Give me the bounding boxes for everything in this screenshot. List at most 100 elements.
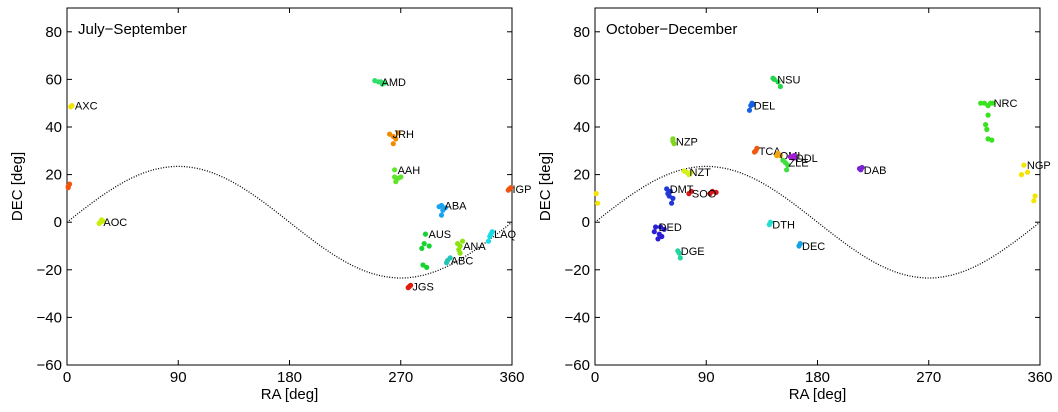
data-point	[985, 112, 991, 118]
data-point	[653, 224, 659, 230]
data-point	[681, 168, 687, 174]
shower-label: NZP	[676, 136, 698, 148]
x-tick-label: 180	[277, 369, 302, 386]
data-point	[770, 75, 776, 81]
shower-label: NZT	[690, 167, 712, 179]
y-axis-label: DEC [deg]	[9, 152, 26, 221]
data-point	[659, 233, 665, 240]
data-point	[96, 220, 102, 226]
shower-label: NSU	[777, 74, 800, 86]
data-point	[670, 195, 676, 201]
data-point	[676, 250, 682, 256]
data-point	[984, 126, 990, 132]
data-point	[487, 233, 493, 240]
x-tick-label: 270	[388, 369, 413, 386]
data-point	[443, 260, 450, 266]
data-point	[657, 224, 664, 230]
data-point	[460, 238, 466, 244]
y-tick-label: 60	[573, 71, 590, 88]
data-point	[665, 191, 671, 197]
x-tick-label: 360	[499, 369, 524, 386]
shower-label: NGP	[1027, 160, 1051, 172]
data-point	[421, 241, 427, 247]
data-point	[780, 157, 786, 163]
data-point	[784, 167, 790, 173]
y-tick-label: 60	[45, 71, 62, 88]
data-point	[422, 231, 429, 237]
plot-frame	[66, 7, 513, 366]
data-point	[426, 243, 432, 249]
shower-label: AAH	[398, 165, 421, 177]
panel-title: July−September	[78, 21, 187, 38]
data-point	[767, 219, 774, 225]
data-point	[775, 79, 781, 85]
data-point	[447, 255, 453, 261]
data-point	[438, 212, 445, 218]
data-point	[981, 100, 988, 106]
shower-label: JGS	[412, 282, 433, 294]
panel-title: October−December	[606, 21, 737, 38]
x-axis-label: RA [deg]	[261, 386, 319, 403]
data-point	[68, 104, 74, 110]
shower-label: LAQ	[494, 229, 516, 241]
data-point	[393, 136, 399, 142]
shower-label: AMD	[382, 77, 407, 89]
shower-label: DTH	[772, 220, 795, 232]
data-point	[405, 285, 411, 291]
y-tick-label: 20	[573, 167, 590, 184]
shower-label: ABC	[451, 255, 474, 267]
data-point	[856, 166, 863, 172]
shower-label: DMT	[670, 184, 694, 196]
ecliptic-curve	[594, 165, 1041, 279]
y-tick-label: −20	[565, 262, 590, 279]
data-point	[746, 107, 753, 113]
data-point	[797, 241, 803, 247]
x-tick-label: 180	[805, 369, 830, 386]
x-tick-label: 90	[170, 369, 187, 386]
data-point	[989, 137, 995, 143]
shower-label: SOO	[692, 189, 717, 201]
shower-label: DAB	[864, 165, 887, 177]
data-point	[378, 79, 384, 85]
shower-label: IGP	[513, 184, 532, 196]
data-point	[664, 186, 670, 192]
data-point	[983, 122, 989, 128]
data-point	[442, 205, 448, 211]
shower-label: DDL	[796, 153, 818, 165]
data-point	[1025, 169, 1031, 175]
y-tick-label: 80	[573, 24, 590, 41]
x-tick-label: 90	[698, 369, 715, 386]
data-point	[985, 103, 991, 109]
panel-july-september: 0 90 180 270 360 −60 −40 −20 0 20 40 60 80 RA [deg] DE…	[9, 7, 532, 403]
shower-label: JRH	[393, 129, 414, 141]
shower-label: AOC	[103, 217, 127, 229]
y-tick-label: 40	[573, 119, 590, 136]
data-point	[100, 218, 106, 224]
y-axis-label: DEC [deg]	[537, 152, 554, 221]
y-tick-label: −40	[37, 309, 62, 326]
data-point	[1021, 162, 1027, 168]
ecliptic-curve	[66, 165, 513, 279]
shower-label: ANA	[463, 241, 486, 253]
data-point	[671, 141, 677, 147]
data-point	[436, 204, 442, 210]
y-tick-label: −60	[565, 357, 590, 374]
x-axis-label: RA [deg]	[789, 386, 847, 403]
data-point	[387, 131, 393, 137]
data-point	[777, 83, 784, 90]
data-point	[485, 238, 492, 244]
data-point	[751, 149, 758, 155]
y-tick-label: 40	[45, 119, 62, 136]
shower-label: AXC	[75, 101, 98, 113]
y-tick-label: −60	[37, 357, 62, 374]
x-tick-label: 360	[1027, 369, 1052, 386]
data-point	[1018, 172, 1025, 178]
data-point	[424, 264, 430, 270]
x-tick-label: 0	[591, 369, 599, 386]
data-point	[661, 226, 667, 232]
y-tick-label: 0	[54, 214, 62, 231]
plot-frame	[594, 7, 1041, 366]
x-tick-label: 0	[63, 369, 71, 386]
data-point	[792, 155, 798, 161]
